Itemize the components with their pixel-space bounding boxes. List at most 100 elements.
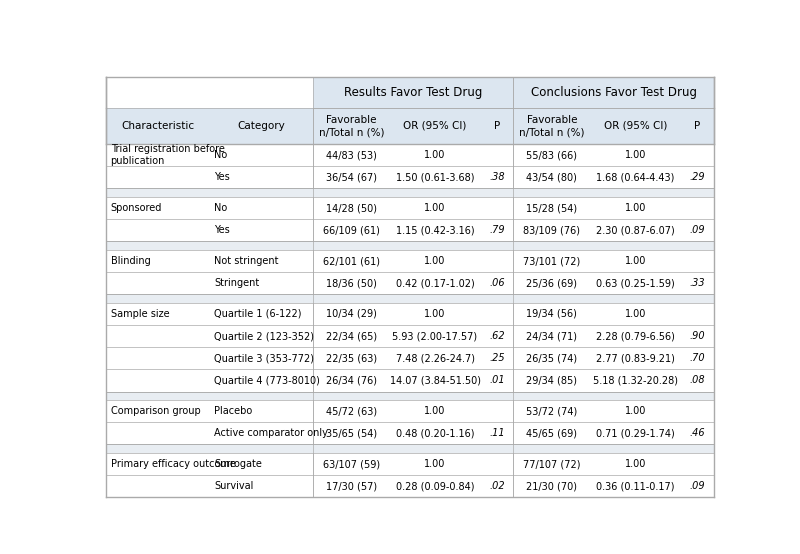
Text: .08: .08 <box>690 376 705 386</box>
Text: 22/35 (63): 22/35 (63) <box>326 353 377 363</box>
Bar <box>106 370 714 392</box>
Text: Stringent: Stringent <box>214 278 259 288</box>
Text: 1.00: 1.00 <box>424 150 446 160</box>
Text: 1.00: 1.00 <box>625 256 646 266</box>
Text: No: No <box>214 150 227 160</box>
Bar <box>590 108 681 144</box>
Text: Favorable
n/Total n (%): Favorable n/Total n (%) <box>319 115 384 137</box>
Bar <box>106 144 714 166</box>
Text: Quartile 3 (353-772): Quartile 3 (353-772) <box>214 353 314 363</box>
Text: 21/30 (70): 21/30 (70) <box>526 481 578 491</box>
Text: P: P <box>494 121 500 131</box>
Text: 25/36 (69): 25/36 (69) <box>526 278 578 288</box>
Text: 1.00: 1.00 <box>625 459 646 469</box>
Bar <box>210 108 313 144</box>
Text: 1.00: 1.00 <box>625 150 646 160</box>
Text: 83/109 (76): 83/109 (76) <box>523 225 580 235</box>
Text: 26/35 (74): 26/35 (74) <box>526 353 578 363</box>
Text: 45/72 (63): 45/72 (63) <box>326 406 377 416</box>
Bar <box>514 108 590 144</box>
Bar <box>106 453 714 475</box>
Text: .29: .29 <box>690 172 705 182</box>
Text: Quartile 1 (6-122): Quartile 1 (6-122) <box>214 309 302 319</box>
Text: 0.48 (0.20-1.16): 0.48 (0.20-1.16) <box>396 428 474 438</box>
Text: 7.48 (2.26-24.7): 7.48 (2.26-24.7) <box>395 353 474 363</box>
Text: 1.00: 1.00 <box>625 203 646 213</box>
Text: Results Favor Test Drug: Results Favor Test Drug <box>344 86 482 99</box>
Text: 1.00: 1.00 <box>424 406 446 416</box>
Text: 77/107 (72): 77/107 (72) <box>523 459 581 469</box>
Text: 22/34 (65): 22/34 (65) <box>326 331 377 341</box>
Text: 5.18 (1.32-20.28): 5.18 (1.32-20.28) <box>593 376 678 386</box>
Bar <box>106 166 714 188</box>
Text: .46: .46 <box>690 428 705 438</box>
Text: Yes: Yes <box>214 172 230 182</box>
Text: .90: .90 <box>690 331 705 341</box>
Text: .79: .79 <box>489 225 505 235</box>
Text: No: No <box>214 203 227 213</box>
Text: 43/54 (80): 43/54 (80) <box>526 172 578 182</box>
Text: 63/107 (59): 63/107 (59) <box>323 459 380 469</box>
Text: 45/65 (69): 45/65 (69) <box>526 428 578 438</box>
Bar <box>514 77 714 108</box>
Text: Blinding: Blinding <box>110 256 150 266</box>
Bar <box>106 188 714 197</box>
Text: Conclusions Favor Test Drug: Conclusions Favor Test Drug <box>530 86 697 99</box>
Bar <box>106 392 714 400</box>
Text: 44/83 (53): 44/83 (53) <box>326 150 377 160</box>
Text: P: P <box>694 121 700 131</box>
Text: 18/36 (50): 18/36 (50) <box>326 278 377 288</box>
Text: 73/101 (72): 73/101 (72) <box>523 256 581 266</box>
Bar <box>106 197 714 219</box>
Text: Quartile 2 (123-352): Quartile 2 (123-352) <box>214 331 314 341</box>
Text: .06: .06 <box>489 278 505 288</box>
Text: Active comparator only: Active comparator only <box>214 428 328 438</box>
Text: .25: .25 <box>489 353 505 363</box>
Text: .38: .38 <box>489 172 505 182</box>
Text: 0.71 (0.29-1.74): 0.71 (0.29-1.74) <box>596 428 674 438</box>
Text: 19/34 (56): 19/34 (56) <box>526 309 578 319</box>
Bar <box>106 108 210 144</box>
Text: Sample size: Sample size <box>110 309 169 319</box>
Text: 14.07 (3.84-51.50): 14.07 (3.84-51.50) <box>390 376 481 386</box>
Bar <box>106 475 714 497</box>
Text: Placebo: Placebo <box>214 406 252 416</box>
Text: 0.36 (0.11-0.17): 0.36 (0.11-0.17) <box>596 481 674 491</box>
Text: .09: .09 <box>690 481 705 491</box>
Bar <box>313 108 390 144</box>
Text: 1.15 (0.42-3.16): 1.15 (0.42-3.16) <box>396 225 474 235</box>
Text: 35/65 (54): 35/65 (54) <box>326 428 377 438</box>
Text: 1.68 (0.64-4.43): 1.68 (0.64-4.43) <box>596 172 674 182</box>
Text: .70: .70 <box>690 353 705 363</box>
Text: Sponsored: Sponsored <box>110 203 162 213</box>
Text: OR (95% CI): OR (95% CI) <box>604 121 667 131</box>
Text: Surrogate: Surrogate <box>214 459 262 469</box>
Bar <box>106 444 714 453</box>
Text: .62: .62 <box>489 331 505 341</box>
Text: Trial registration before
publication: Trial registration before publication <box>110 144 225 166</box>
Bar <box>106 422 714 444</box>
Bar <box>106 294 714 303</box>
Text: 66/109 (61): 66/109 (61) <box>323 225 380 235</box>
Text: .01: .01 <box>489 376 505 386</box>
Text: Quartile 4 (773-8010): Quartile 4 (773-8010) <box>214 376 320 386</box>
Text: 36/54 (67): 36/54 (67) <box>326 172 377 182</box>
Bar <box>106 400 714 422</box>
Bar <box>106 242 714 250</box>
Text: 1.00: 1.00 <box>424 256 446 266</box>
Text: 0.63 (0.25-1.59): 0.63 (0.25-1.59) <box>596 278 674 288</box>
Bar <box>390 108 480 144</box>
Text: 53/72 (74): 53/72 (74) <box>526 406 578 416</box>
Text: .02: .02 <box>489 481 505 491</box>
Text: Characteristic: Characteristic <box>122 121 194 131</box>
Text: 2.28 (0.79-6.56): 2.28 (0.79-6.56) <box>596 331 674 341</box>
Text: 5.93 (2.00-17.57): 5.93 (2.00-17.57) <box>393 331 478 341</box>
Text: 24/34 (71): 24/34 (71) <box>526 331 578 341</box>
Text: .09: .09 <box>690 225 705 235</box>
Bar <box>106 325 714 347</box>
Text: 1.00: 1.00 <box>424 309 446 319</box>
Bar <box>106 77 313 108</box>
Text: 2.77 (0.83-9.21): 2.77 (0.83-9.21) <box>596 353 674 363</box>
Text: .11: .11 <box>489 428 505 438</box>
Text: 2.30 (0.87-6.07): 2.30 (0.87-6.07) <box>596 225 674 235</box>
